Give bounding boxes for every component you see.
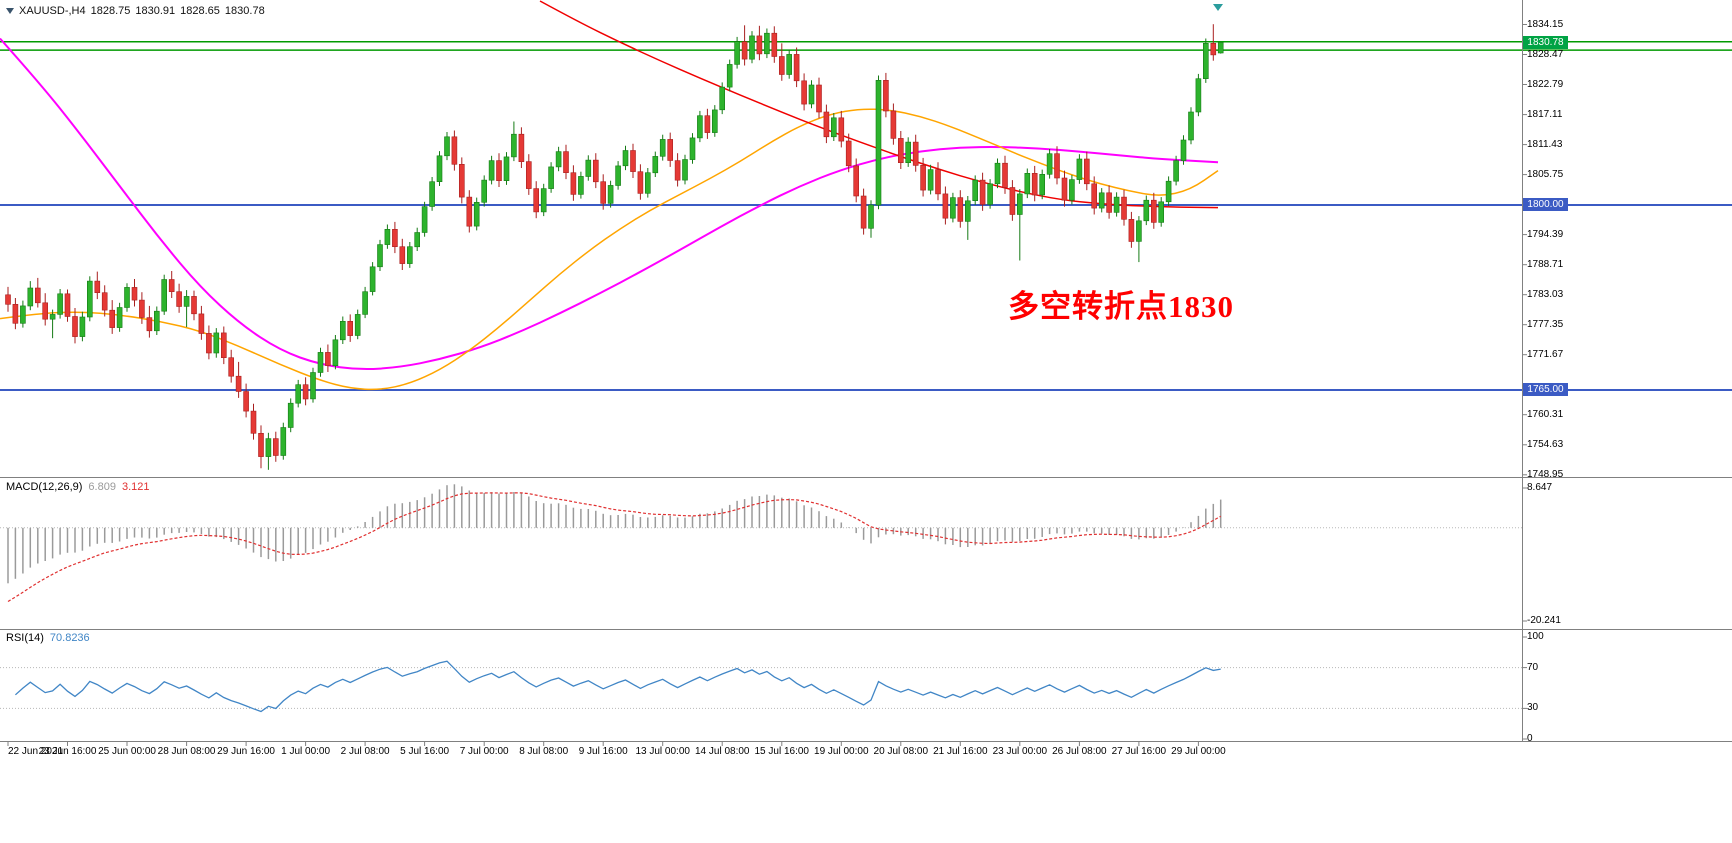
one-click-trading-icon[interactable] — [6, 8, 14, 14]
ma-mid-orange — [0, 108, 1219, 391]
macd-panel — [0, 484, 1522, 603]
macd-main-value: 6.809 — [88, 481, 116, 493]
macd-signal-value: 3.121 — [121, 481, 150, 493]
quote-low: 1828.65 — [180, 5, 220, 17]
ma-slow-magenta — [0, 37, 1219, 371]
candlestick-series — [5, 24, 1224, 470]
rsi-indicator-label: RSI(14) 70.8236 — [6, 632, 96, 644]
macd-name: MACD(12,26,9) — [6, 481, 83, 493]
macd-histogram — [7, 484, 1222, 584]
time-axis[interactable] — [0, 741, 1732, 763]
rsi-value: 70.8236 — [49, 632, 90, 644]
rsi-name: RSI(14) — [6, 632, 44, 644]
macd-indicator-label: MACD(12,26,9) 6.809 3.121 — [6, 481, 155, 493]
panel-separators — [0, 0, 1732, 746]
price-axis[interactable] — [1522, 0, 1732, 741]
quote-high: 1830.91 — [135, 5, 176, 17]
symbol-timeframe: XAUUSD-,H4 — [19, 5, 86, 17]
rsi-line — [14, 660, 1221, 713]
quote-close: 1830.78 — [224, 5, 265, 17]
quote-line: XAUUSD-,H4 1828.75 1830.91 1828.65 1830.78 — [6, 5, 270, 17]
quote-open: 1828.75 — [90, 5, 131, 17]
annotation-text: 多空转折点1830 — [1008, 289, 1234, 324]
macd-signal-line — [7, 492, 1221, 603]
chart-shift-marker-icon[interactable] — [1213, 4, 1223, 11]
rsi-panel — [0, 660, 1522, 713]
